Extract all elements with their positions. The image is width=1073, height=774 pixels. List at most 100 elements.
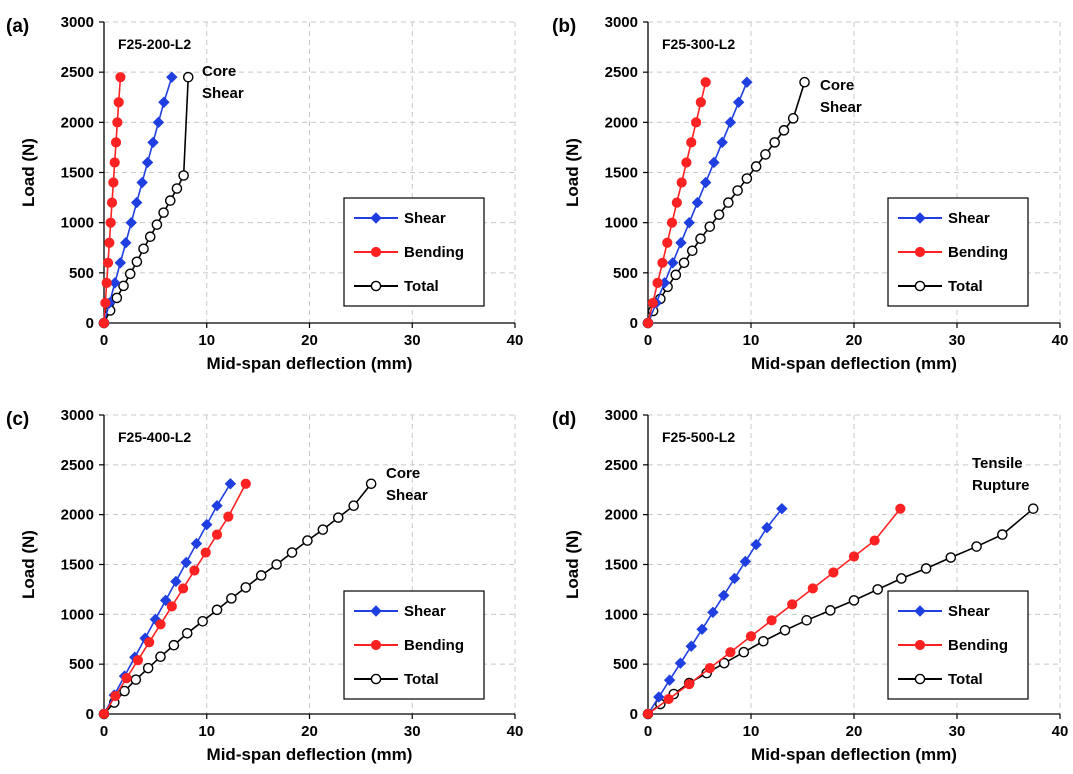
data-point bbox=[144, 637, 155, 648]
y-axis-label: Load (N) bbox=[563, 530, 582, 599]
data-point bbox=[348, 500, 359, 511]
data-point bbox=[799, 76, 810, 88]
failure-annotation: Core bbox=[202, 63, 236, 80]
data-point bbox=[683, 216, 695, 229]
specimen-label: F25-400-L2 bbox=[118, 429, 191, 445]
data-point bbox=[121, 673, 132, 684]
data-point bbox=[920, 563, 932, 574]
data-point bbox=[105, 217, 116, 228]
x-tick-label: 30 bbox=[404, 332, 421, 349]
data-point bbox=[670, 269, 682, 281]
data-point bbox=[168, 639, 180, 651]
y-tick-label: 2000 bbox=[61, 507, 94, 524]
data-point bbox=[120, 237, 132, 249]
failure-annotation: Tensile bbox=[972, 455, 1023, 472]
x-tick-label: 30 bbox=[404, 723, 421, 740]
data-point bbox=[114, 257, 127, 269]
data-point bbox=[741, 173, 753, 184]
series-shear bbox=[642, 76, 753, 329]
data-point bbox=[136, 176, 148, 189]
data-point bbox=[130, 674, 142, 685]
data-point bbox=[119, 685, 130, 697]
legend-marker bbox=[370, 639, 382, 651]
legend-label: Bending bbox=[404, 244, 464, 261]
data-point bbox=[653, 691, 665, 703]
panel-label: (b) bbox=[552, 16, 576, 37]
data-point bbox=[691, 196, 704, 209]
data-point bbox=[869, 535, 880, 546]
data-point bbox=[166, 71, 178, 83]
data-point bbox=[652, 277, 663, 288]
legend-label: Bending bbox=[404, 637, 464, 654]
data-point bbox=[223, 511, 234, 522]
x-axis-label: Mid-span deflection (mm) bbox=[751, 354, 957, 373]
data-point bbox=[699, 176, 712, 189]
legend-label: Bending bbox=[948, 637, 1008, 654]
y-tick-label: 2000 bbox=[605, 114, 638, 131]
legend-marker bbox=[370, 673, 382, 685]
data-point bbox=[190, 537, 203, 550]
data-point bbox=[807, 583, 818, 594]
data-point bbox=[945, 552, 957, 563]
legend-label: Total bbox=[948, 278, 983, 295]
y-tick-label: 2000 bbox=[605, 507, 638, 524]
data-point bbox=[675, 237, 687, 249]
data-point bbox=[118, 280, 129, 292]
x-tick-label: 40 bbox=[1052, 332, 1069, 349]
data-point bbox=[144, 231, 156, 243]
y-tick-label: 1500 bbox=[605, 557, 638, 574]
x-tick-label: 0 bbox=[644, 332, 652, 349]
data-point bbox=[141, 156, 154, 169]
chart-panel: 0 10 20 30 40 0 500 1000 1500 2000 2500 3000 Mid-spa… bbox=[552, 14, 1068, 373]
data-point bbox=[896, 573, 907, 584]
data-point bbox=[716, 136, 728, 149]
data-point bbox=[125, 216, 137, 229]
y-tick-label: 500 bbox=[613, 656, 638, 673]
data-point bbox=[776, 502, 788, 515]
series-bending bbox=[642, 77, 711, 329]
data-point bbox=[761, 521, 773, 534]
data-point bbox=[696, 623, 708, 635]
data-point bbox=[178, 583, 189, 594]
data-point bbox=[686, 137, 697, 148]
y-tick-label: 3000 bbox=[605, 407, 638, 424]
data-point bbox=[98, 317, 110, 329]
chart-panel: 0 10 20 30 40 0 500 1000 1500 2000 2500 3000 Mid-spa… bbox=[552, 407, 1068, 764]
x-tick-label: 30 bbox=[949, 723, 966, 740]
y-tick-label: 3000 bbox=[61, 14, 94, 31]
data-point bbox=[240, 582, 252, 593]
data-point bbox=[211, 604, 223, 616]
data-point bbox=[104, 237, 115, 248]
legend: Shear Bending Total bbox=[887, 590, 1029, 700]
data-point bbox=[158, 96, 170, 108]
data-point bbox=[662, 237, 673, 248]
data-point bbox=[825, 605, 836, 616]
x-tick-label: 30 bbox=[949, 332, 966, 349]
data-point bbox=[801, 615, 812, 626]
series-bending bbox=[642, 503, 906, 720]
legend-marker bbox=[914, 673, 926, 685]
data-point bbox=[240, 478, 251, 489]
legend: Shear Bending Total bbox=[343, 197, 485, 307]
x-tick-label: 10 bbox=[198, 723, 215, 740]
data-point bbox=[647, 297, 658, 309]
data-point bbox=[728, 572, 741, 585]
specimen-label: F25-300-L2 bbox=[662, 36, 735, 52]
legend-marker bbox=[370, 212, 382, 224]
x-axis-label: Mid-span deflection (mm) bbox=[207, 354, 413, 373]
specimen-label: F25-500-L2 bbox=[662, 429, 735, 445]
data-point bbox=[718, 657, 730, 669]
x-tick-label: 0 bbox=[644, 723, 652, 740]
data-point bbox=[332, 512, 344, 523]
data-point bbox=[286, 547, 298, 558]
data-point bbox=[895, 503, 906, 514]
data-point bbox=[211, 499, 223, 512]
failure-annotation: Core bbox=[386, 465, 420, 482]
y-axis-label: Load (N) bbox=[19, 138, 38, 207]
data-point bbox=[676, 177, 687, 188]
x-tick-label: 0 bbox=[100, 723, 108, 740]
data-point bbox=[750, 161, 762, 172]
y-tick-label: 1500 bbox=[61, 165, 94, 182]
data-point bbox=[760, 149, 771, 160]
data-point bbox=[200, 547, 211, 558]
